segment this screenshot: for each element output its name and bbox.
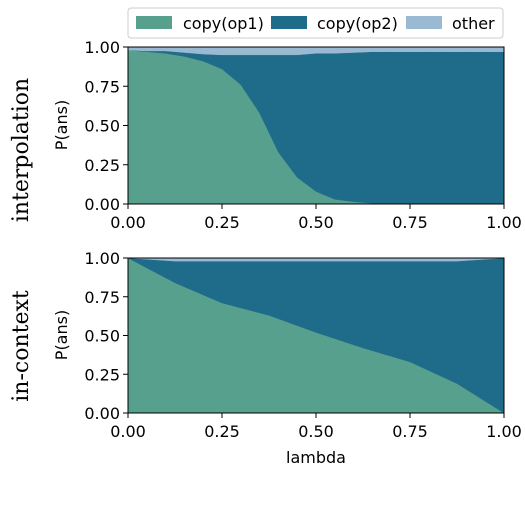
legend-frame [127,7,504,39]
x-tick-label: 0.75 [392,422,428,441]
row-label-interpolation: interpolation [9,78,34,222]
y-tick-label: 0.50 [84,117,120,136]
y-tick-label: 0.75 [84,77,120,96]
xlabel: lambda [286,448,346,467]
y-tick-label: 1.00 [84,38,120,57]
y-tick-label: 0.25 [84,156,120,175]
y-tick-label: 0.50 [84,327,120,346]
legend-label-copy-op1: copy(op1) [183,14,264,33]
plot-interpolation: 0.00 0.25 0.50 0.75 1.00 0.00 0.25 0.50 0.75 1.00 [84,38,521,232]
legend-swatch-copy-op2 [271,16,307,29]
ylabel-top: P(ans) [52,100,71,150]
y-tick-label: 0.75 [84,288,120,307]
y-tick-label: 0.25 [84,365,120,384]
legend-swatch-copy-op1 [136,16,172,29]
x-tick-label: 1.00 [486,422,522,441]
legend-label-other: other [452,14,495,33]
y-tick-label: 0.00 [84,404,120,423]
x-tick-label: 0.00 [110,213,146,232]
x-tick-label: 0.25 [204,213,240,232]
x-tick-label: 0.75 [392,213,428,232]
x-tick-label: 1.00 [486,213,522,232]
row-label-in-context: in-context [9,290,34,402]
legend-label-copy-op2: copy(op2) [317,14,398,33]
ylabel-bottom: P(ans) [52,310,71,360]
x-tick-label: 0.25 [204,422,240,441]
y-tick-label: 1.00 [84,249,120,268]
x-tick-label: 0.50 [298,422,334,441]
x-tick-label: 0.00 [110,422,146,441]
plot-in-context: 0.00 0.25 0.50 0.75 1.00 0.00 0.25 0.50 0.75 1.00 [84,249,521,441]
y-tick-label: 0.00 [84,195,120,214]
legend-swatch-other [406,16,442,29]
x-tick-label: 0.50 [298,213,334,232]
legend: copy(op1) copy(op2) other [127,7,504,39]
